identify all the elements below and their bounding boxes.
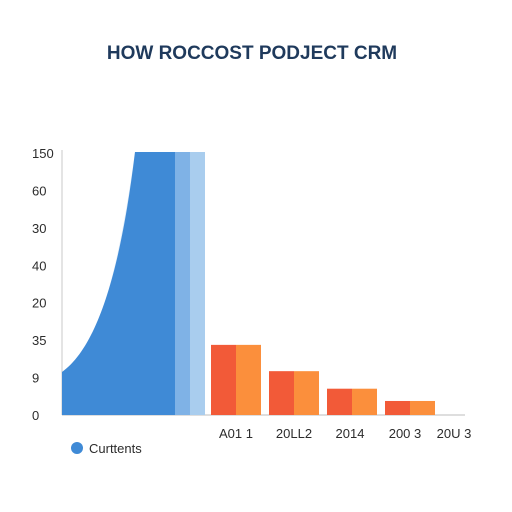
bar-3-light [352, 388, 377, 415]
y-tick-label: 20 [32, 296, 46, 311]
y-tick-label: 9 [32, 371, 39, 386]
bar-4-dark [385, 400, 410, 415]
y-tick-label: 35 [32, 333, 46, 348]
y-tick-label: 40 [32, 258, 46, 273]
chart-title: HOW ROCCOST PODJECT CRM [107, 43, 397, 64]
y-tick-label: 60 [32, 183, 46, 198]
bar-4-light [410, 400, 435, 415]
x-tick-label: A01 1 [219, 426, 253, 441]
area-curve-fill [62, 152, 175, 415]
bar-3-dark [327, 388, 352, 415]
y-tick-label: 0 [32, 408, 39, 423]
area-right-band-light [190, 152, 205, 415]
x-tick-label: 20LL2 [276, 426, 312, 441]
area-series [62, 152, 205, 415]
y-axis-ticks: 150 60 30 40 20 35 9 0 [32, 146, 54, 423]
x-axis-ticks: A01 1 20LL2 2014 200 3 20U 3 [219, 426, 471, 441]
legend: Curttents [71, 441, 142, 456]
x-tick-label: 2014 [336, 426, 365, 441]
bar-1-dark [211, 344, 236, 415]
y-tick-label: 30 [32, 221, 46, 236]
x-tick-label: 200 3 [389, 426, 422, 441]
legend-marker [71, 442, 83, 454]
y-tick-label: 150 [32, 146, 54, 161]
bar-2-dark [269, 371, 294, 415]
bar-2-light [294, 371, 319, 415]
bar-series [211, 344, 435, 415]
bar-1-light [236, 344, 261, 415]
x-tick-label: 20U 3 [437, 426, 472, 441]
legend-label: Curttents [89, 441, 142, 456]
